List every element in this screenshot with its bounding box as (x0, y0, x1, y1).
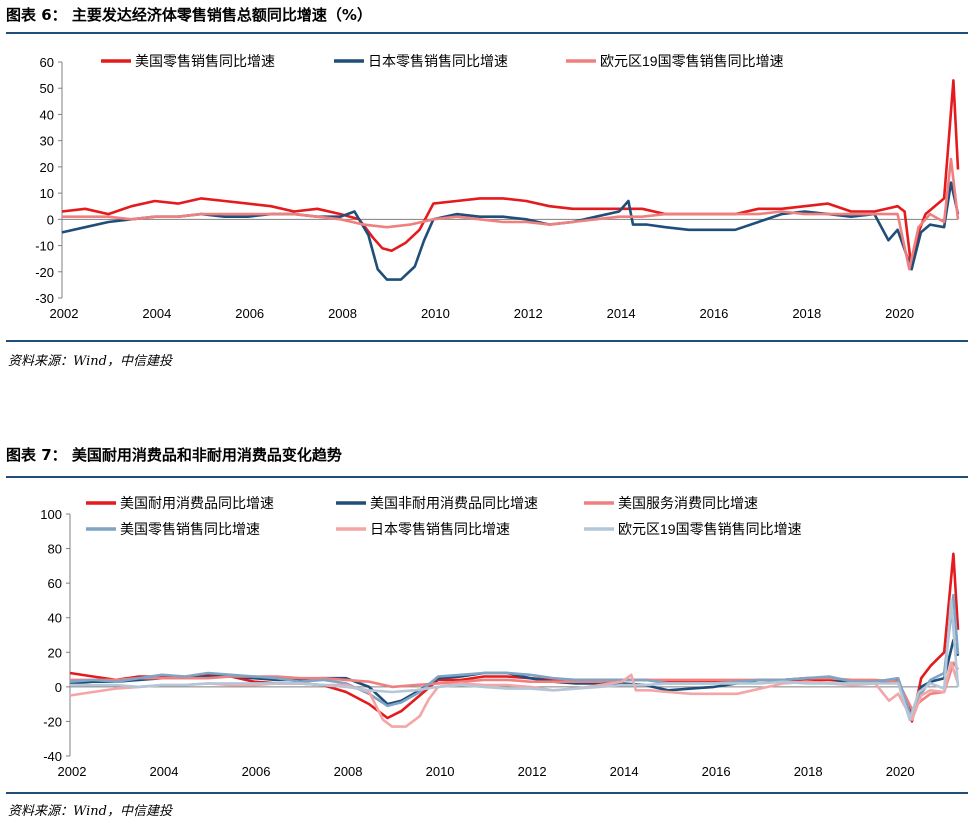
series-line-1 (61, 181, 960, 281)
x-tick-label: 2006 (242, 764, 271, 779)
y-tick-label: 20 (48, 645, 62, 660)
figure1-bottom-rule (6, 340, 968, 342)
legend-label-4: 日本零售销售同比增速 (370, 521, 510, 537)
y-tick-label: -20 (43, 714, 62, 729)
x-tick-label: 2020 (885, 306, 914, 321)
x-tick-label: 2014 (610, 764, 639, 779)
x-tick-label: 2012 (514, 306, 543, 321)
x-tick-label: 2002 (58, 764, 87, 779)
x-tick-label: 2004 (142, 306, 171, 321)
x-tick-label: 2010 (421, 306, 450, 321)
series-line-3 (69, 593, 960, 721)
figure2-bottom-rule (6, 792, 968, 794)
series-line-2 (62, 157, 960, 271)
x-tick-label: 2018 (792, 306, 821, 321)
x-tick-label: 2004 (150, 764, 179, 779)
x-tick-label: 2008 (328, 306, 357, 321)
legend-label-0: 美国耐用消费品同比增速 (120, 495, 274, 511)
x-tick-label: 2014 (607, 306, 636, 321)
y-tick-label: 60 (48, 576, 62, 591)
legend-label-0: 美国零售销售同比增速 (135, 53, 275, 69)
y-tick-label: 80 (48, 542, 62, 557)
legend-label-5: 欧元区19国零售销售同比增速 (618, 521, 802, 537)
y-tick-label: 30 (40, 134, 54, 149)
y-tick-label: 20 (40, 160, 54, 175)
figure2-title: 图表 7： 美国耐用消费品和非耐用消费品变化趋势 (6, 446, 342, 464)
legend-label-2: 欧元区19国零售销售同比增速 (600, 53, 784, 69)
figure1-title: 图表 6： 主要发达经济体零售销售总额同比增速（%） (6, 6, 372, 24)
series-line-0 (69, 552, 960, 723)
series-line-2 (70, 661, 960, 711)
figure2-top-rule (6, 476, 968, 478)
x-tick-label: 2002 (50, 306, 79, 321)
y-tick-label: -10 (35, 239, 54, 254)
figure1-source: 资料来源：Wind，中信建投 (8, 354, 172, 369)
y-tick-label: 0 (55, 680, 62, 695)
x-tick-label: 2012 (518, 764, 547, 779)
x-tick-label: 2020 (886, 764, 915, 779)
legend-label-1: 日本零售销售同比增速 (368, 53, 508, 69)
chart-retail-sales-growth: -30 -20 -10 0 10 20 30 40 50 60 2002 2004 2006 2008 20… (35, 53, 960, 321)
y-tick-label: -40 (43, 749, 62, 764)
x-tick-label: 2018 (794, 764, 823, 779)
legend-label-1: 美国非耐用消费品同比增速 (370, 495, 538, 511)
legend-label-2: 美国服务消费同比增速 (618, 495, 758, 511)
x-tick-label: 2016 (702, 764, 731, 779)
figure1-top-rule (6, 32, 968, 34)
figure2-source: 资料来源：Wind，中信建投 (8, 804, 172, 819)
y-tick-label: 10 (40, 186, 54, 201)
chart-durable-nondurable-trend: -40 -20 0 20 40 60 80 100 2002 2004 2006 2008 2010 20… (40, 495, 960, 779)
y-tick-label: -30 (35, 291, 54, 306)
series-line-0 (61, 79, 960, 271)
x-tick-label: 2006 (235, 306, 264, 321)
y-tick-label: 60 (40, 55, 54, 70)
y-tick-label: 40 (48, 611, 62, 626)
x-tick-label: 2016 (699, 306, 728, 321)
y-tick-label: 40 (40, 107, 54, 122)
y-tick-label: 100 (40, 507, 62, 522)
y-tick-label: 0 (47, 212, 54, 227)
x-tick-label: 2010 (426, 764, 455, 779)
series-line-5 (70, 599, 960, 721)
y-tick-label: 50 (40, 81, 54, 96)
y-tick-label: -20 (35, 265, 54, 280)
legend-label-3: 美国零售销售同比增速 (120, 521, 260, 537)
x-tick-label: 2008 (334, 764, 363, 779)
